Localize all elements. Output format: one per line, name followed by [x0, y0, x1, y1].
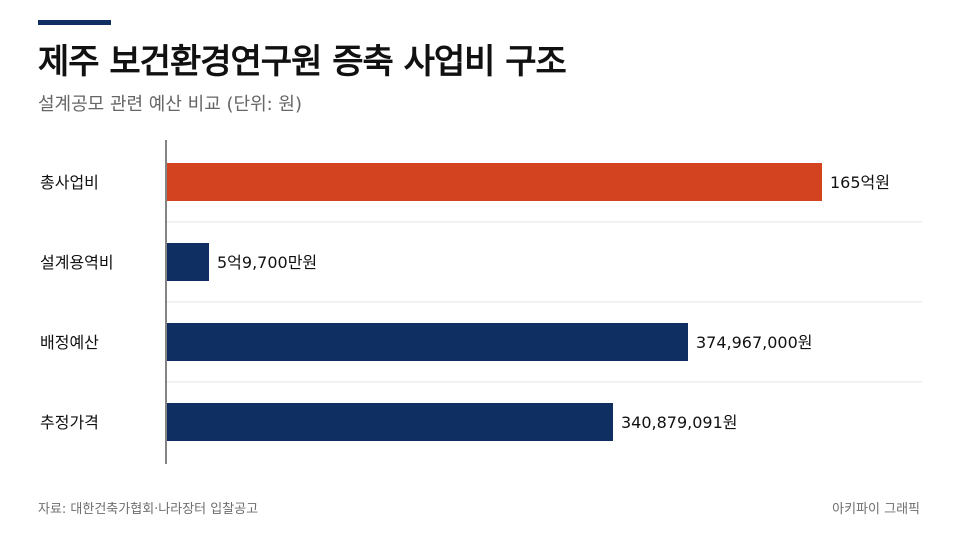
source-note: 자료: 대한건축가협회·나라장터 입찰공고	[38, 502, 259, 517]
brand-credit: 아키파이 그래픽	[832, 502, 920, 517]
bar-value-label: 5억9,700만원	[217, 253, 317, 272]
category-label: 배정예산	[40, 333, 99, 352]
category-label: 총사업비	[40, 173, 99, 192]
page-subtitle: 설계공모 관련 예산 비교 (단위: 원)	[38, 94, 302, 115]
category-label: 설계용역비	[40, 253, 114, 272]
bar	[167, 163, 822, 201]
bar	[167, 403, 613, 441]
bar-value-label: 165억원	[830, 173, 890, 192]
header-accent-bar	[38, 20, 111, 25]
bar-value-label: 374,967,000원	[696, 333, 813, 352]
category-label: 추정가격	[40, 413, 99, 432]
bar-value-label: 340,879,091원	[621, 413, 738, 432]
bar	[167, 323, 688, 361]
page-title: 제주 보건환경연구원 증축 사업비 구조	[38, 42, 567, 82]
bar	[167, 243, 209, 281]
